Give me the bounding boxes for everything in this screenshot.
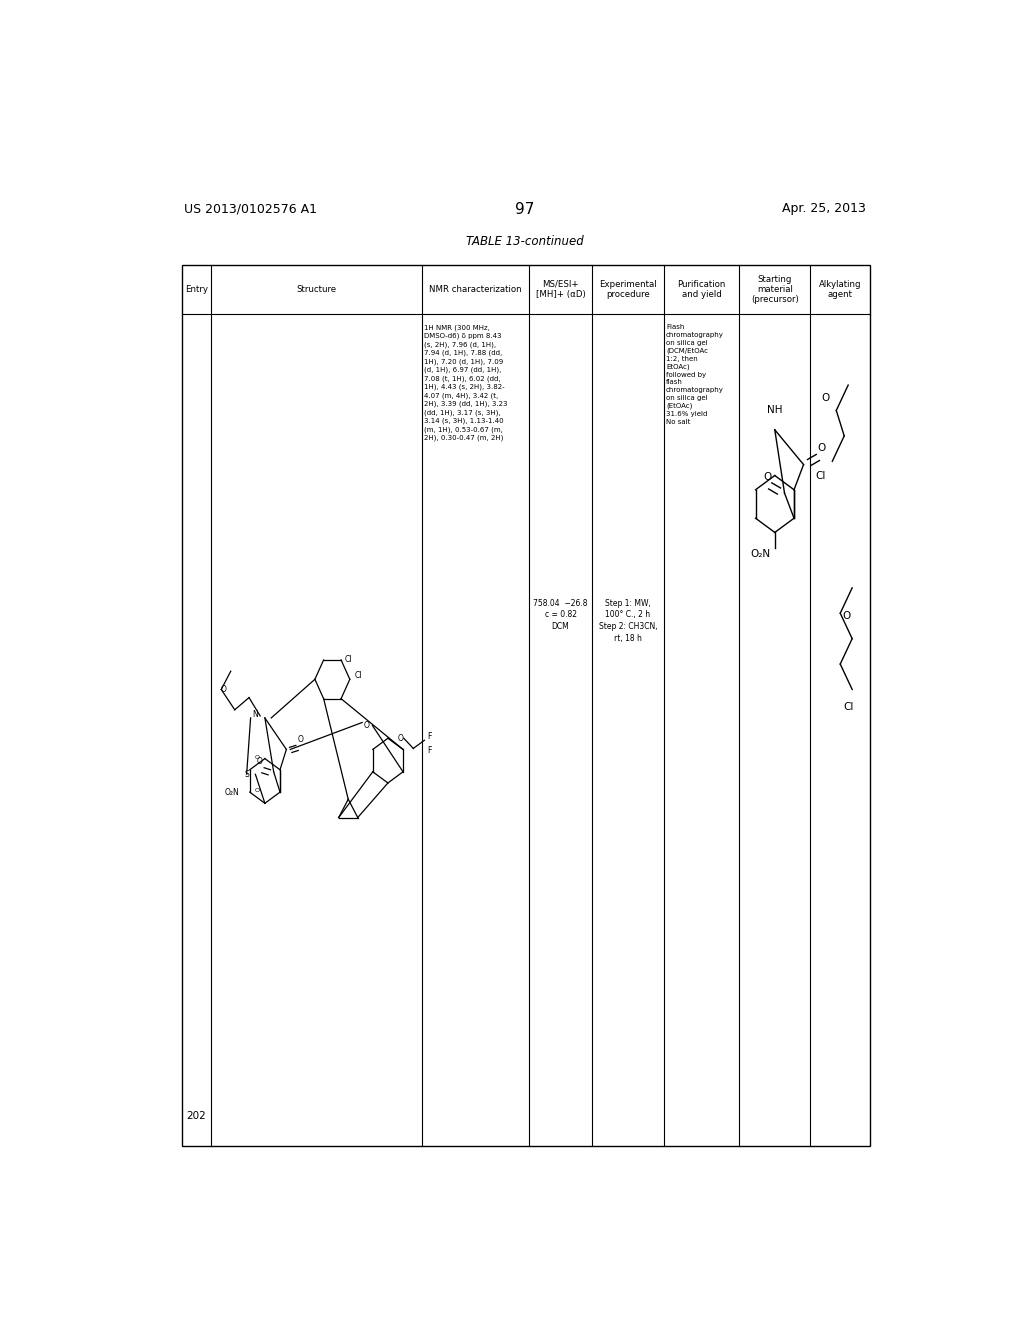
Text: O: O <box>842 611 850 620</box>
Text: Alkylating
agent: Alkylating agent <box>819 280 861 300</box>
Text: O: O <box>255 788 259 793</box>
Text: O: O <box>397 734 403 743</box>
Text: 202: 202 <box>186 1111 206 1121</box>
Text: F: F <box>428 731 432 741</box>
Text: MS/ESI+
[MH]+ (αD): MS/ESI+ [MH]+ (αD) <box>536 280 586 300</box>
Text: Cl: Cl <box>354 671 362 680</box>
Text: O: O <box>256 758 262 766</box>
Text: 758.04  −26.8
c = 0.82
DCM: 758.04 −26.8 c = 0.82 DCM <box>534 598 588 631</box>
Text: Purification
and yield: Purification and yield <box>677 280 726 300</box>
Text: S: S <box>245 770 249 779</box>
Text: Starting
material
(precursor): Starting material (precursor) <box>751 275 799 305</box>
Text: O: O <box>298 735 303 743</box>
Text: O: O <box>364 721 370 730</box>
Text: O: O <box>817 444 825 453</box>
Text: 1H NMR (300 MHz,
DMSO-d6) δ ppm 8.43
(s, 2H), 7.96 (d, 1H),
7.94 (d, 1H), 7.88 (: 1H NMR (300 MHz, DMSO-d6) δ ppm 8.43 (s,… <box>424 325 508 441</box>
Text: NMR characterization: NMR characterization <box>429 285 521 294</box>
Bar <box>182 265 870 1146</box>
Text: O: O <box>821 393 829 403</box>
Text: N: N <box>253 710 258 719</box>
Text: Step 1: MW,
100° C., 2 h
Step 2: CH3CN,
rt, 18 h: Step 1: MW, 100° C., 2 h Step 2: CH3CN, … <box>599 598 657 643</box>
Text: 97: 97 <box>515 202 535 216</box>
Text: NH: NH <box>767 404 782 414</box>
Text: O₂N: O₂N <box>224 788 240 797</box>
Text: Cl: Cl <box>815 471 826 482</box>
Text: Structure: Structure <box>296 285 337 294</box>
Text: US 2013/0102576 A1: US 2013/0102576 A1 <box>183 202 316 215</box>
Text: O: O <box>255 755 259 760</box>
Text: TABLE 13-continued: TABLE 13-continued <box>466 235 584 248</box>
Text: Entry: Entry <box>185 285 208 294</box>
Text: Apr. 25, 2013: Apr. 25, 2013 <box>782 202 866 215</box>
Text: Cl: Cl <box>345 656 352 664</box>
Text: O: O <box>221 685 227 693</box>
Text: Cl: Cl <box>843 702 853 711</box>
Text: F: F <box>428 746 432 755</box>
Text: O: O <box>763 471 771 482</box>
Text: Experimental
procedure: Experimental procedure <box>599 280 656 300</box>
Text: Flash
chromatography
on silica gel
(DCM/EtOAc
1:2, then
EtOAc)
followed by
flash: Flash chromatography on silica gel (DCM/… <box>666 325 724 425</box>
Text: O₂N: O₂N <box>751 549 771 558</box>
